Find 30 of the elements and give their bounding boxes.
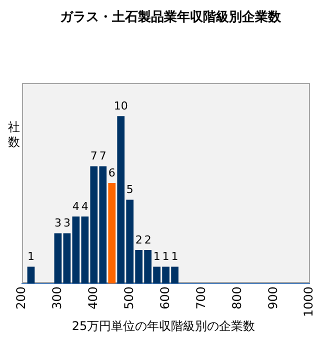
data-label: 1 bbox=[171, 250, 178, 264]
x-tick-label: 300 bbox=[50, 286, 64, 310]
x-tick-label: 800 bbox=[230, 286, 244, 310]
x-tick-label: 200 bbox=[14, 286, 28, 310]
bar bbox=[54, 233, 62, 284]
x-tick-label: 900 bbox=[266, 286, 280, 310]
x-axis-title: 25万円単位の年収階級別の企業数 bbox=[70, 318, 256, 335]
x-tick-label: 600 bbox=[158, 286, 172, 310]
data-label: 1 bbox=[162, 250, 170, 264]
data-label: 4 bbox=[81, 200, 88, 213]
y-axis-title: 社数 bbox=[8, 120, 20, 150]
data-label: 6 bbox=[108, 166, 116, 180]
data-label: 7 bbox=[90, 150, 98, 163]
data-label: 10 bbox=[114, 99, 128, 112]
chart-title: ガラス・土石製品業年収階級別企業数 bbox=[60, 10, 282, 26]
bar bbox=[108, 183, 116, 284]
data-label: 7 bbox=[99, 150, 106, 163]
data-label: 4 bbox=[72, 200, 80, 213]
data-label: 1 bbox=[153, 250, 160, 264]
x-tick-label: 1000 bbox=[302, 286, 316, 318]
data-label: 3 bbox=[54, 216, 62, 230]
data-label: 3 bbox=[63, 216, 70, 230]
data-label: 2 bbox=[135, 233, 142, 246]
x-tick-label: 500 bbox=[122, 286, 136, 310]
x-tick-label: 400 bbox=[86, 286, 100, 310]
x-tick-label: 700 bbox=[194, 286, 208, 310]
bar bbox=[27, 266, 35, 284]
data-label: 2 bbox=[144, 233, 152, 246]
data-label: 1 bbox=[27, 250, 34, 264]
data-label: 5 bbox=[126, 183, 134, 196]
